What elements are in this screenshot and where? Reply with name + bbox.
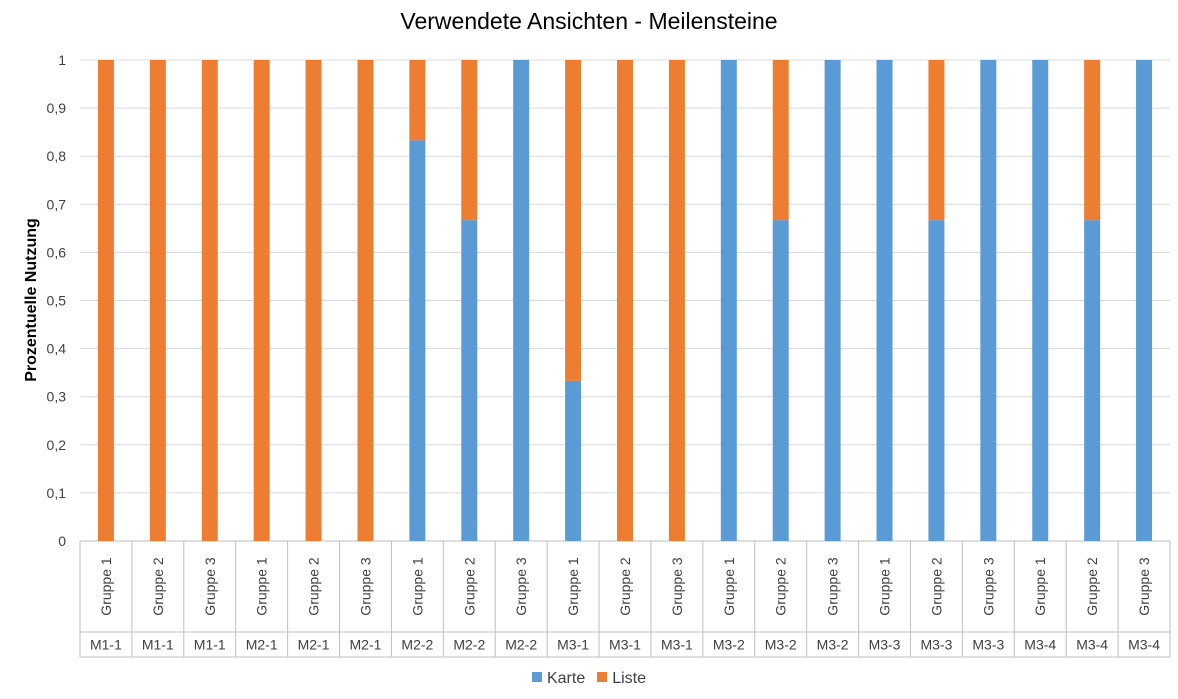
x-tick-label-milestone: M3-2 [713, 637, 745, 653]
x-tick-label-milestone: M3-1 [609, 637, 641, 653]
bar-karte-8 [513, 60, 530, 541]
x-tick-label-milestone: M3-4 [1076, 637, 1108, 653]
bar-liste-16 [928, 60, 945, 221]
bar-liste-6 [409, 60, 426, 141]
bar-karte-14 [824, 60, 841, 541]
x-tick-label-milestone: M2-2 [505, 637, 537, 653]
x-tick-label-milestone: M2-1 [298, 637, 330, 653]
bar-liste-13 [772, 60, 789, 221]
legend-swatch [531, 672, 542, 682]
x-tick-label-milestone: M2-2 [401, 637, 433, 653]
x-tick-label-milestone: M2-1 [246, 637, 278, 653]
y-tick-label: 0,8 [47, 148, 67, 164]
bar-liste-19 [1084, 60, 1101, 221]
x-tick-label-group: Gruppe 2 [150, 557, 166, 616]
bar-karte-17 [980, 60, 997, 541]
bar-liste-2 [201, 60, 218, 541]
y-tick-label: 0 [58, 533, 66, 549]
y-tick-label: 0,5 [47, 293, 67, 309]
x-tick-label-milestone: M2-1 [350, 637, 382, 653]
y-tick-label: 0,1 [47, 485, 67, 501]
x-tick-label-group: Gruppe 2 [1084, 557, 1100, 616]
x-tick-label-milestone: M2-2 [453, 637, 485, 653]
bar-karte-19 [1084, 220, 1101, 541]
bar-karte-15 [876, 60, 893, 541]
bar-karte-13 [772, 220, 789, 541]
x-tick-label-group: Gruppe 2 [461, 557, 477, 616]
bar-liste-10 [617, 60, 633, 541]
y-tick-label: 0,6 [47, 244, 67, 260]
x-tick-label-milestone: M3-4 [1128, 637, 1160, 653]
x-tick-label-group: Gruppe 3 [357, 557, 373, 616]
x-tick-label-milestone: M1-1 [142, 637, 174, 653]
y-tick-label: 0,4 [47, 341, 67, 357]
bar-karte-20 [1136, 60, 1153, 541]
y-tick-label: 0,3 [47, 389, 67, 405]
chart-title: Verwendete Ansichten - Meilensteine [400, 8, 778, 34]
x-tick-label-milestone: M1-1 [90, 637, 122, 653]
x-tick-label-group: Gruppe 1 [721, 557, 737, 616]
legend-label: Karte [546, 670, 586, 687]
x-tick-label-milestone: M3-3 [869, 637, 901, 653]
x-tick-label-group: Gruppe 1 [565, 557, 581, 616]
bar-karte-6 [409, 140, 426, 541]
x-tick-label-group: Gruppe 2 [773, 557, 789, 616]
legend-label: Liste [612, 670, 647, 687]
x-tick-label-group: Gruppe 1 [98, 557, 114, 616]
y-tick-label: 1 [58, 52, 66, 68]
bar-liste-1 [149, 60, 166, 541]
x-tick-label-group: Gruppe 1 [877, 557, 893, 616]
bar-liste-0 [97, 60, 114, 541]
x-tick-label-group: Gruppe 3 [513, 557, 529, 616]
legend-item-liste: Liste [597, 670, 646, 688]
legend-swatch [597, 672, 608, 682]
bar-liste-9 [565, 60, 582, 381]
bar-liste-4 [305, 60, 322, 541]
legend-item-karte: Karte [531, 670, 586, 688]
chart-legend: Karte Liste [0, 670, 1178, 688]
x-tick-label-group: Gruppe 3 [202, 557, 218, 616]
x-tick-label-milestone: M3-2 [765, 637, 797, 653]
y-tick-label: 0,2 [47, 437, 67, 453]
bar-karte-18 [1032, 60, 1049, 541]
x-tick-label-group: Gruppe 3 [669, 557, 685, 616]
x-tick-label-group: Gruppe 2 [617, 557, 633, 616]
x-tick-label-milestone: M3-4 [1024, 637, 1056, 653]
x-tick-label-milestone: M3-1 [557, 637, 589, 653]
x-tick-label-group: Gruppe 2 [928, 557, 944, 616]
x-tick-label-milestone: M3-2 [817, 637, 849, 653]
bar-liste-11 [668, 60, 685, 541]
bar-karte-7 [461, 220, 478, 541]
bar-karte-12 [720, 60, 737, 541]
x-tick-label-milestone: M3-1 [661, 637, 693, 653]
x-tick-label-group: Gruppe 1 [409, 557, 425, 616]
x-tick-label-milestone: M3-3 [972, 637, 1004, 653]
bar-karte-9 [565, 380, 582, 541]
x-tick-label-group: Gruppe 3 [825, 557, 841, 616]
x-tick-label-group: Gruppe 1 [1032, 557, 1048, 616]
x-tick-label-group: Gruppe 3 [980, 557, 996, 616]
bar-liste-5 [357, 60, 374, 541]
x-tick-label-group: Gruppe 3 [1136, 557, 1152, 616]
y-tick-label: 0,7 [47, 196, 67, 212]
bar-liste-3 [253, 60, 270, 541]
x-tick-label-milestone: M1-1 [194, 637, 226, 653]
bar-liste-7 [461, 60, 478, 221]
x-tick-label-group: Gruppe 2 [306, 557, 322, 616]
y-tick-label: 0,9 [47, 100, 67, 116]
x-tick-label-milestone: M3-3 [920, 637, 952, 653]
x-tick-label-group: Gruppe 1 [254, 557, 270, 616]
bar-karte-16 [928, 220, 945, 541]
